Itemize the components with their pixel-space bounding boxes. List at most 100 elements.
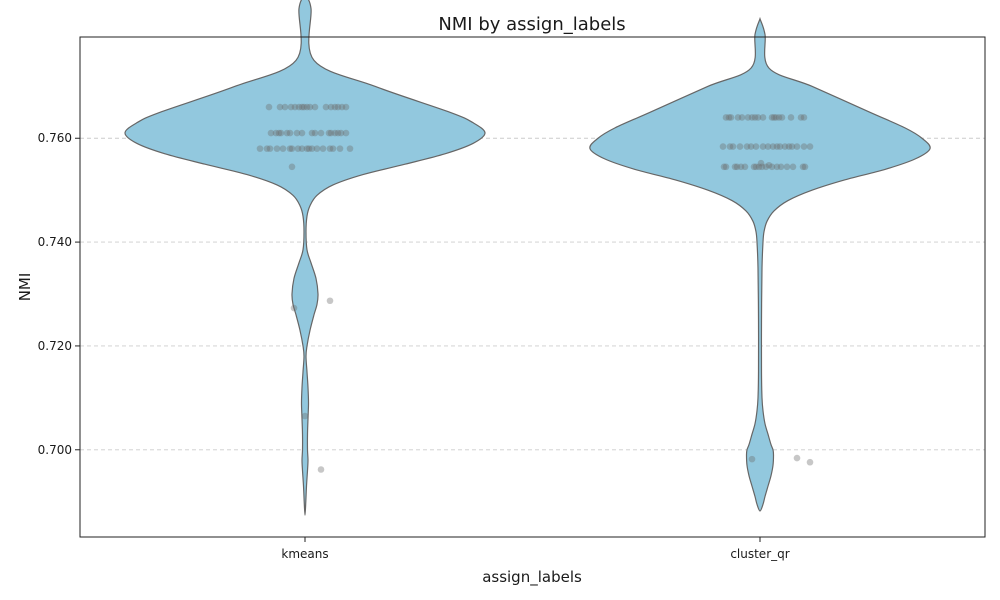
data-point	[793, 143, 801, 150]
data-point	[342, 103, 350, 111]
data-point	[342, 129, 350, 137]
data-point	[326, 145, 334, 152]
data-point	[265, 103, 273, 111]
data-point	[741, 163, 749, 171]
data-point	[276, 103, 284, 111]
data-point	[277, 129, 285, 137]
point-layer	[256, 103, 814, 473]
data-point	[743, 143, 751, 150]
data-point	[726, 143, 734, 150]
data-point	[727, 114, 735, 121]
data-point	[313, 145, 321, 152]
data-point	[308, 145, 316, 152]
data-point	[291, 103, 299, 111]
data-point	[288, 163, 296, 171]
data-point	[729, 143, 737, 150]
data-point	[273, 145, 281, 152]
data-point	[776, 143, 784, 150]
plot-frame	[79, 36, 986, 538]
data-point	[750, 163, 758, 171]
data-point	[331, 103, 339, 111]
data-point	[775, 114, 783, 121]
data-point	[294, 145, 302, 152]
data-point	[759, 114, 767, 121]
data-point	[329, 145, 337, 152]
data-point	[295, 103, 303, 111]
x-tick-label: kmeans	[281, 547, 328, 561]
x-axis-ticks: kmeans cluster_qr	[281, 537, 790, 561]
data-point	[747, 143, 755, 150]
data-point	[719, 143, 727, 150]
violin-layer	[124, 0, 931, 516]
y-tick-label: 0.760	[38, 131, 72, 145]
data-point	[777, 163, 785, 171]
x-tick-label: cluster_qr	[730, 547, 789, 561]
data-point	[326, 297, 334, 305]
data-point	[759, 143, 767, 150]
data-point	[305, 145, 313, 152]
data-point	[338, 103, 346, 111]
data-point	[298, 145, 306, 152]
data-point	[800, 143, 808, 150]
data-point	[279, 145, 287, 152]
data-point	[275, 129, 283, 137]
data-point	[736, 143, 744, 150]
data-point	[755, 163, 763, 171]
y-axis-label: NMI	[16, 273, 34, 302]
data-point	[322, 103, 330, 111]
data-point	[757, 159, 765, 167]
data-point	[720, 163, 728, 171]
data-point	[806, 143, 814, 150]
data-point	[773, 163, 781, 171]
data-point	[744, 114, 752, 121]
y-axis-ticks: 0.700 0.720 0.740 0.760	[38, 131, 80, 457]
data-point	[806, 458, 814, 466]
violin-kmeans	[124, 0, 486, 516]
data-point	[325, 129, 333, 137]
data-point	[286, 145, 294, 152]
x-axis-label: assign_labels	[482, 568, 582, 587]
data-point	[317, 466, 325, 473]
data-point	[272, 129, 280, 137]
data-point	[752, 143, 760, 150]
data-point	[738, 114, 746, 121]
data-point	[734, 114, 742, 121]
data-point	[308, 129, 316, 137]
data-point	[298, 103, 306, 111]
data-point	[765, 161, 773, 169]
data-point	[733, 163, 741, 171]
data-point	[731, 163, 739, 171]
data-point	[797, 114, 805, 121]
y-tick-label: 0.700	[38, 443, 72, 457]
data-point	[334, 103, 342, 111]
data-point	[762, 163, 770, 171]
data-point	[267, 129, 275, 137]
data-point	[306, 103, 314, 111]
data-point	[327, 103, 335, 111]
data-point	[737, 163, 745, 171]
data-point	[773, 143, 781, 150]
data-point	[288, 145, 296, 152]
data-point	[751, 114, 759, 121]
data-point	[303, 103, 311, 111]
data-point	[256, 145, 264, 152]
data-point	[769, 143, 777, 150]
data-point	[789, 163, 797, 171]
data-point	[303, 145, 311, 152]
y-tick-label: 0.720	[38, 339, 72, 353]
data-point	[263, 145, 271, 152]
data-point	[287, 103, 295, 111]
data-point	[800, 114, 808, 121]
violin-cluster_qr	[589, 16, 931, 512]
data-point	[317, 129, 325, 137]
data-point	[286, 129, 294, 137]
data-point	[785, 143, 793, 150]
y-tick-label: 0.740	[38, 235, 72, 249]
data-point	[336, 145, 344, 152]
data-point	[301, 412, 309, 420]
data-point	[758, 163, 766, 171]
data-point	[281, 103, 289, 111]
data-point	[799, 163, 807, 171]
data-point	[772, 114, 780, 121]
